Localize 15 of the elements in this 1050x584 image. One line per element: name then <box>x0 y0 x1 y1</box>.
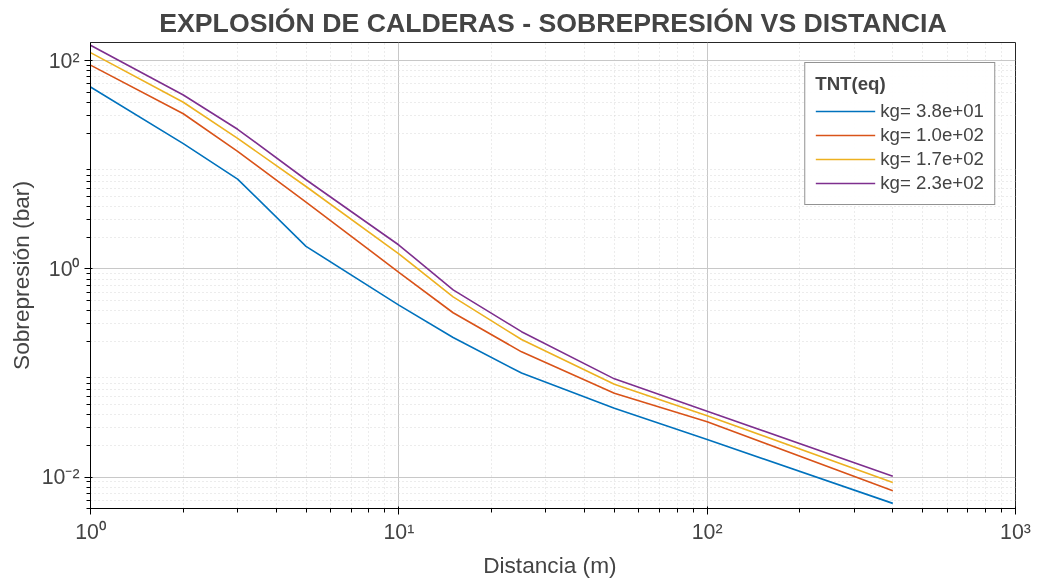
legend-label: kg= 2.3e+02 <box>880 172 984 194</box>
x-tick-label: 10² <box>691 519 723 544</box>
y-axis-title: Sobrepresión (bar) <box>7 181 34 370</box>
legend-label: kg= 1.0e+02 <box>880 124 984 146</box>
x-axis-title: Distancia (m) <box>483 551 617 578</box>
y-tick-label: 10⁰ <box>48 257 81 281</box>
legend-title: TNT(eq) <box>815 73 887 95</box>
x-tick-label: 10⁰ <box>75 519 107 544</box>
x-tick-label: 10¹ <box>383 519 415 544</box>
y-tick-label: 10² <box>48 48 80 73</box>
chart-title: EXPLOSIÓN DE CALDERAS - SOBREPRESIÓN VS DISTANCIA <box>159 7 947 38</box>
legend-label: kg= 1.7e+02 <box>880 148 984 170</box>
legend-label: kg= 3.8e+01 <box>880 100 984 122</box>
x-tick-label: 10³ <box>1000 519 1031 544</box>
y-tick-label: 10⁻² <box>41 465 80 490</box>
